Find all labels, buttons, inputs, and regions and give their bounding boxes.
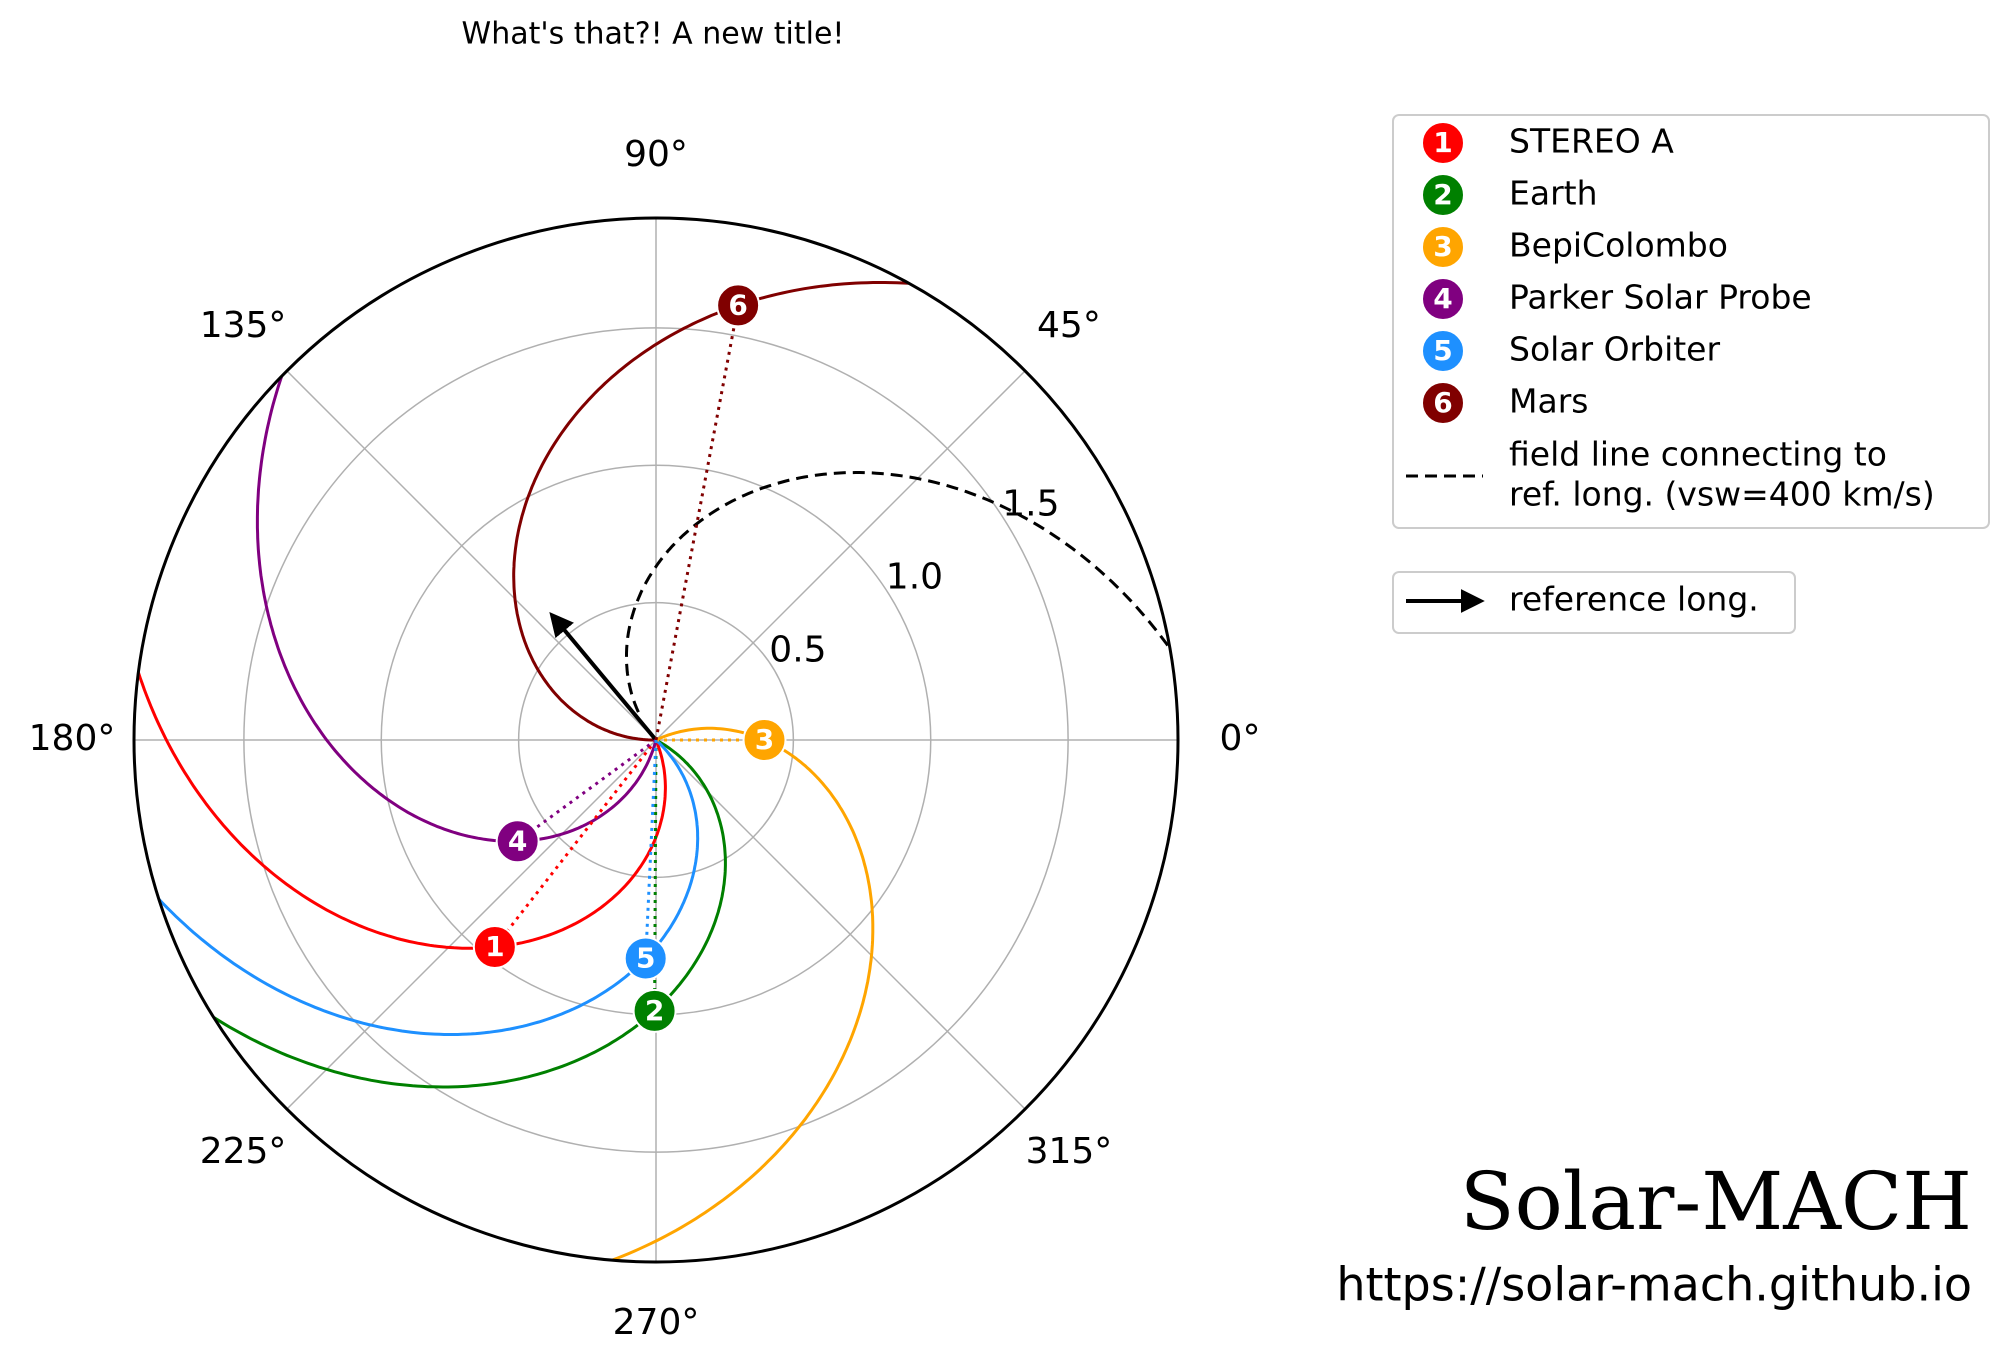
grid-line: [286, 739, 657, 1110]
theta-tick-label: 180°: [29, 718, 116, 759]
field-line: [255, 375, 658, 843]
legend-number: 1: [1433, 126, 1452, 159]
legend-number: 6: [1433, 386, 1452, 419]
legend-label: Parker Solar Probe: [1509, 278, 1812, 317]
r-tick-label: 1.0: [886, 557, 943, 598]
body-marker: [495, 819, 540, 864]
legend-number: 4: [1433, 282, 1452, 315]
body-marker: [472, 925, 517, 970]
legend-label: STEREO A: [1509, 122, 1674, 161]
theta-tick-label: 270°: [613, 1302, 700, 1343]
field-line: [157, 738, 700, 1036]
legend-marker: [1421, 121, 1465, 165]
plot-border: [132, 216, 1180, 1264]
body-number: 3: [755, 723, 774, 756]
connector-line: [493, 739, 658, 948]
body-number: 5: [636, 941, 655, 974]
legend-marker: [1421, 173, 1465, 217]
legend-number: 2: [1433, 178, 1452, 211]
body-marker: [632, 988, 677, 1033]
r-tick-label: 0.5: [769, 629, 826, 670]
legend-label: reference long.: [1509, 580, 1759, 619]
legend: 1 STEREO A 2 Earth 3 BepiColombo 4 Parker Solar…: [1406, 121, 1935, 619]
legend-label: Earth: [1509, 174, 1598, 213]
grid-line: [655, 739, 1026, 1110]
grid-ring: [243, 327, 1069, 1153]
reference-field-line: [625, 471, 1172, 713]
chart-title: What's that?! A new title!: [462, 17, 845, 52]
url-text: https://solar-mach.github.io: [1336, 1258, 1972, 1312]
theta-tick-label: 90°: [624, 134, 688, 175]
connector-line: [516, 738, 657, 843]
theta-tick-label: 225°: [200, 1131, 287, 1172]
grid-line: [286, 370, 657, 741]
legend-label: Solar Orbiter: [1509, 330, 1720, 369]
legend-label: Mars: [1509, 382, 1588, 421]
body-marker: [742, 718, 787, 762]
body-number: 6: [728, 288, 747, 321]
reference-arrow: [549, 611, 658, 742]
legend-marker: [1421, 381, 1465, 425]
legend-label: field line connecting to: [1509, 435, 1887, 474]
body-marker: [623, 936, 668, 981]
theta-tick-label: 0°: [1220, 718, 1261, 759]
grid: 0° 45° 90° 135° 180° 225° 270° 315° 0.5 1.0 1.5: [29, 134, 1261, 1343]
logo-text: Solar-MACH: [1460, 1155, 1972, 1248]
body-number: 4: [508, 824, 527, 857]
field-line: [611, 726, 875, 1262]
legend-number: 5: [1433, 334, 1452, 367]
grid-line: [655, 370, 1026, 741]
legend-marker: [1421, 329, 1465, 373]
theta-tick-label: 315°: [1026, 1131, 1113, 1172]
theta-tick-label: 45°: [1037, 305, 1101, 346]
body-marker: [716, 283, 761, 328]
legend-box: [1392, 114, 1990, 529]
r-tick-label: 1.5: [1002, 484, 1059, 525]
legend-marker: [1421, 225, 1465, 269]
body-number: 2: [645, 994, 664, 1027]
field-line: [512, 281, 909, 742]
theta-tick-label: 135°: [200, 305, 287, 346]
marks: 1 2 3 4 5 6: [472, 283, 787, 1033]
legend-label: BepiColombo: [1509, 226, 1728, 265]
legend-marker: [1421, 277, 1465, 321]
legend-label: ref. long. (vsw=400 km/s): [1509, 475, 1935, 514]
body-number: 1: [485, 930, 504, 963]
reference-legend-box: [1392, 571, 1796, 634]
connector-line: [654, 305, 740, 741]
legend-number: 3: [1433, 230, 1452, 263]
